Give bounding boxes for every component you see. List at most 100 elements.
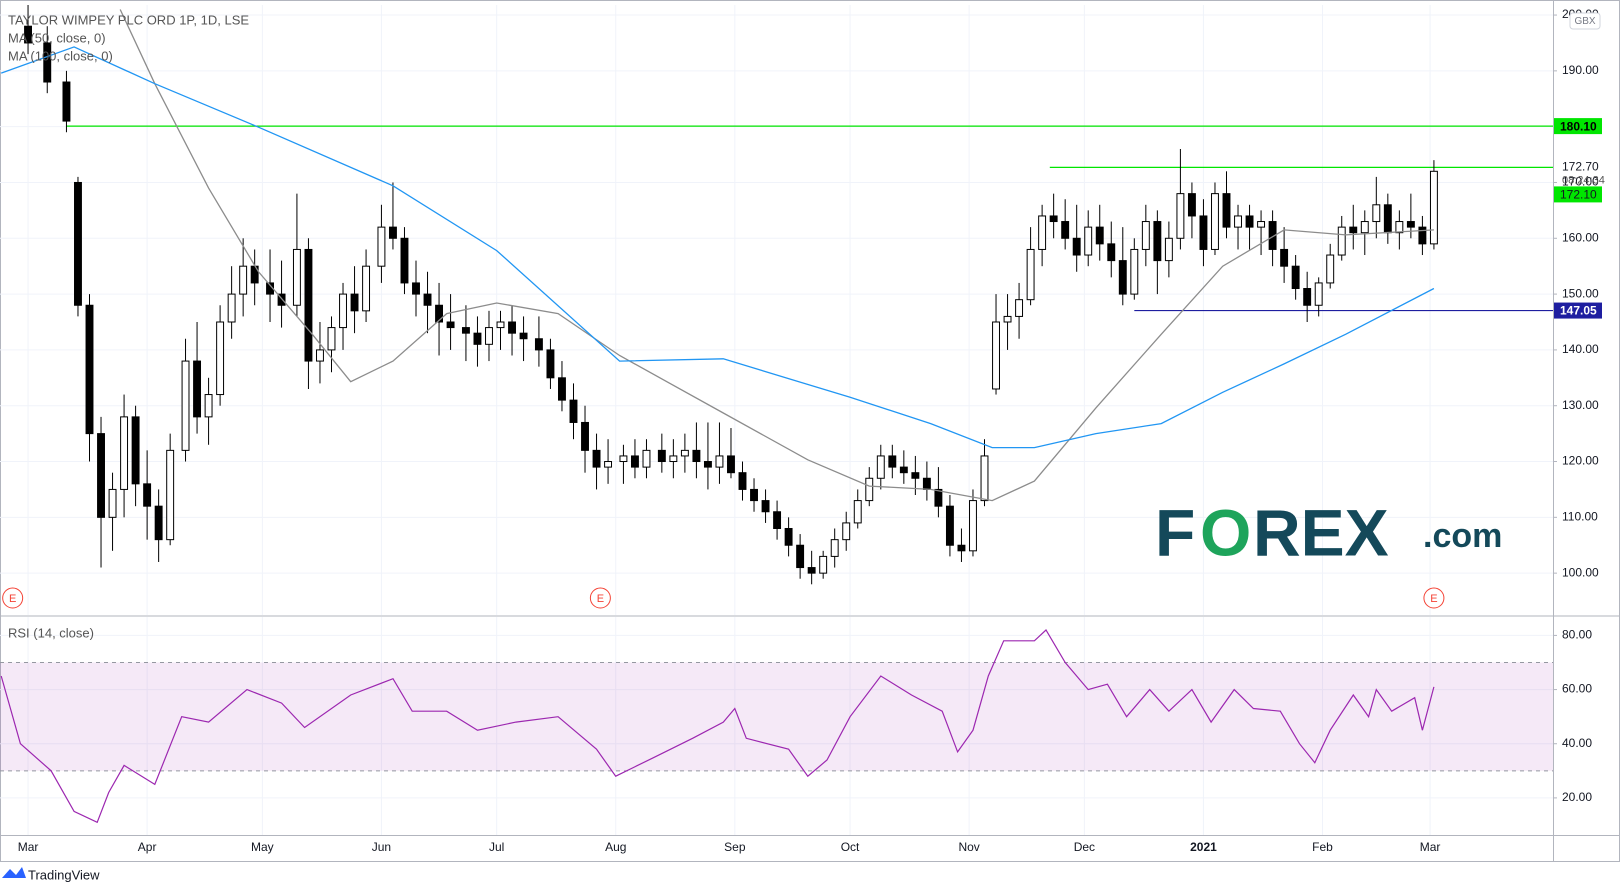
candle-body — [922, 477, 931, 490]
candle-body — [435, 304, 444, 323]
candle-body — [292, 248, 301, 306]
candle-body — [1349, 226, 1358, 234]
frame — [0, 0, 1620, 862]
candle-body — [680, 449, 689, 457]
y-tick-label: 190.00 — [1562, 63, 1599, 77]
candle-body — [830, 539, 839, 557]
candle-body — [1049, 215, 1058, 223]
candle-body — [784, 527, 793, 546]
candle-body — [1337, 226, 1346, 256]
candle-body — [1164, 237, 1173, 262]
candle-body — [888, 455, 897, 468]
candle-body — [1245, 215, 1254, 228]
y-tick-label: 110.00 — [1562, 510, 1598, 524]
rsi-tick-label: 80.00 — [1562, 628, 1592, 642]
candle-body — [204, 394, 213, 418]
candle-body — [143, 483, 152, 507]
x-tick-label: Mar — [18, 840, 39, 854]
x-tick-label: Mar — [1420, 840, 1441, 854]
candle-body — [43, 42, 52, 83]
x-tick-label: May — [251, 840, 274, 854]
x-tick-label: Aug — [605, 840, 626, 854]
watermark-com: .com — [1423, 517, 1502, 555]
earnings-marker — [1423, 587, 1445, 609]
watermark-f: F — [1155, 495, 1195, 569]
candle-body — [446, 321, 455, 329]
candle-body — [534, 338, 543, 351]
y-tick-label: 130.00 — [1562, 398, 1599, 412]
candle-body — [473, 332, 482, 345]
candle-body — [120, 416, 129, 490]
candle-body — [388, 226, 397, 239]
candle-body — [485, 327, 493, 345]
rsi-band-fill — [0, 662, 1553, 771]
candle-body — [193, 360, 202, 418]
candle-body — [461, 327, 470, 334]
x-tick-label: Jun — [372, 840, 391, 854]
x-tick-label: Jul — [489, 840, 504, 854]
candle-body — [807, 567, 816, 574]
candle-body — [400, 237, 409, 284]
candle-body — [1015, 299, 1024, 317]
candle-body — [1314, 282, 1323, 306]
candle-body — [350, 293, 359, 312]
last-price-badge — [1554, 186, 1602, 203]
watermark: F O REX .com — [1155, 495, 1502, 569]
candle-body — [1176, 193, 1185, 239]
legend-ma50: MA (50, close, 0) — [8, 30, 106, 45]
candle-body — [1187, 193, 1196, 217]
x-tick-label: Nov — [958, 840, 979, 854]
earnings-label: E — [1430, 593, 1437, 605]
candle-body — [819, 555, 828, 574]
candle-body — [1211, 193, 1219, 250]
candle-body — [1429, 170, 1438, 245]
candle-body — [558, 377, 566, 401]
unit-label: GBX — [1574, 16, 1595, 27]
earnings-marker — [589, 587, 611, 609]
candle-body — [339, 293, 347, 329]
axis-labels: Mar Apr May Jun Jul Aug Sep Oct Nov Dec 2021 Feb Mar… — [2, 7, 1605, 854]
level-badge — [1554, 118, 1602, 135]
last-price-label: 172.10 — [1560, 188, 1597, 202]
candle-body — [181, 360, 190, 451]
footer: TradingView — [2, 867, 100, 882]
earnings-marker — [2, 587, 24, 609]
candle-body — [1234, 215, 1242, 228]
candle-body — [865, 477, 874, 502]
candle-body — [74, 181, 82, 306]
rsi-tick-label: 40.00 — [1562, 736, 1592, 750]
candle-body — [642, 449, 651, 468]
candle-body — [1280, 248, 1289, 267]
x-tick-label: Dec — [1074, 840, 1095, 854]
candle-body — [1153, 221, 1162, 262]
candle-body — [1268, 221, 1277, 250]
candle-body — [911, 472, 920, 479]
candle-body — [703, 461, 712, 468]
legend-ma100: MA (100, close, 0) — [8, 48, 113, 63]
candle-body — [853, 500, 862, 524]
candle-body — [969, 500, 977, 552]
earnings-label: E — [597, 593, 604, 605]
candle-body — [1003, 315, 1012, 323]
candle-body — [592, 449, 601, 468]
candle-body — [1061, 221, 1070, 239]
candle-body — [131, 416, 140, 485]
candle-body — [362, 265, 371, 312]
rsi-tick-label: 60.00 — [1562, 682, 1592, 696]
candle-body — [62, 81, 71, 122]
chart-title: TAYLOR WIMPEY PLC ORD 1P, 1D, LSE — [8, 12, 249, 27]
candle-body — [1199, 215, 1208, 250]
candle-body — [692, 449, 701, 463]
candle-body — [1395, 221, 1404, 234]
candle-body — [876, 455, 885, 479]
candle-body — [1291, 265, 1300, 290]
candle-body — [508, 321, 516, 334]
candle-body — [992, 321, 1000, 390]
candle-body — [569, 399, 578, 423]
candle-body — [945, 505, 954, 546]
candle-body — [377, 226, 386, 267]
candle-body — [277, 293, 286, 306]
countdown: 08:24:34 — [1562, 174, 1605, 186]
